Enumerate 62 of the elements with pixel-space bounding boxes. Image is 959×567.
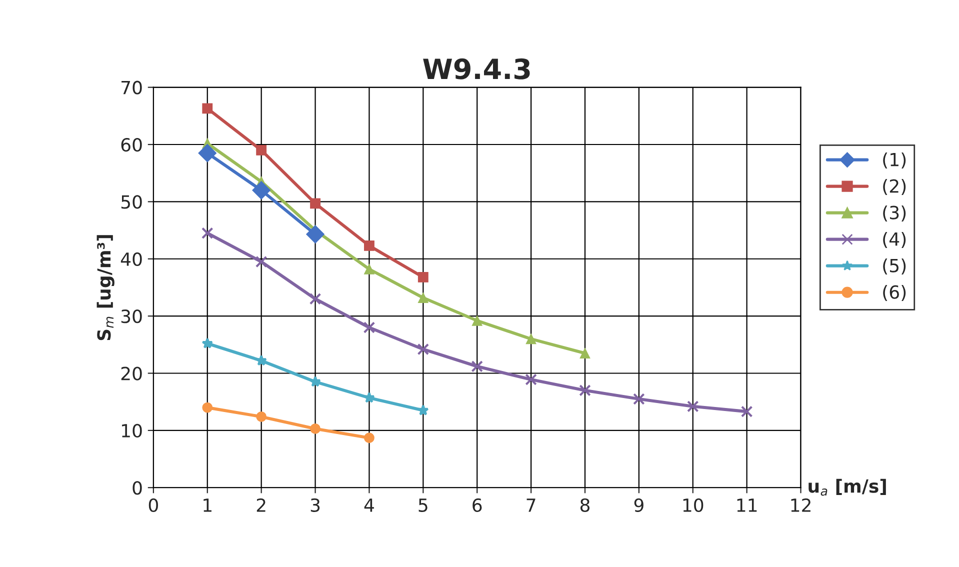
point bbox=[310, 198, 320, 209]
y-tick-label: 30 bbox=[121, 310, 142, 324]
point bbox=[526, 334, 536, 344]
point bbox=[310, 376, 321, 387]
x-tick-label: 8 bbox=[580, 498, 590, 512]
point bbox=[471, 360, 484, 372]
point bbox=[579, 384, 591, 396]
point bbox=[364, 432, 374, 444]
y-axis-title: S$_{m}$ [ug/m³] bbox=[96, 235, 114, 340]
x-tick-label: 11 bbox=[737, 498, 757, 512]
legend-label: (5) bbox=[883, 258, 906, 275]
legend-label: (4) bbox=[883, 232, 906, 248]
point bbox=[306, 225, 324, 244]
point bbox=[256, 145, 267, 156]
x-tick-label: 9 bbox=[634, 498, 644, 512]
legend-label: (1) bbox=[883, 152, 906, 169]
x-axis-title: u$_{a}$ [m/s] bbox=[808, 478, 886, 496]
x-tick-label: 0 bbox=[148, 498, 158, 512]
x-tick-label: 1 bbox=[204, 498, 212, 512]
point bbox=[363, 322, 376, 334]
y-tick-label: 10 bbox=[122, 424, 142, 438]
point bbox=[472, 315, 482, 326]
point bbox=[364, 392, 375, 403]
point bbox=[309, 293, 322, 305]
point bbox=[202, 402, 213, 413]
point bbox=[252, 181, 271, 200]
point bbox=[255, 256, 268, 268]
legend-label: (2) bbox=[883, 178, 906, 196]
y-tick-label: 60 bbox=[121, 138, 142, 152]
point bbox=[417, 404, 429, 416]
x-tick-label: 5 bbox=[418, 498, 428, 512]
chart-title: W9.4.3 bbox=[423, 58, 530, 80]
point bbox=[202, 338, 214, 348]
x-tick-label: 10 bbox=[683, 498, 704, 512]
point bbox=[580, 348, 590, 358]
point bbox=[364, 240, 374, 251]
point bbox=[686, 400, 699, 412]
y-tick-label: 70 bbox=[122, 80, 142, 94]
point bbox=[417, 343, 430, 356]
point bbox=[633, 393, 645, 405]
y-tick-label: 40 bbox=[120, 252, 142, 266]
y-tick-label: 0 bbox=[132, 481, 142, 495]
x-tick-label: 4 bbox=[364, 498, 374, 512]
point bbox=[198, 144, 217, 162]
x-tick-label: 6 bbox=[472, 498, 482, 512]
legend-label: (3) bbox=[883, 205, 906, 222]
x-tick-label: 2 bbox=[256, 498, 266, 512]
x-tick-label: 12 bbox=[791, 498, 810, 512]
legend-label: (6) bbox=[883, 284, 906, 302]
point bbox=[201, 227, 214, 240]
y-tick-label: 20 bbox=[121, 366, 142, 380]
point bbox=[418, 292, 428, 303]
point bbox=[525, 374, 537, 386]
y-tick-label: 50 bbox=[121, 195, 142, 209]
point bbox=[740, 406, 753, 418]
point bbox=[418, 272, 428, 282]
point bbox=[256, 412, 267, 422]
point bbox=[202, 103, 213, 114]
point bbox=[310, 424, 320, 434]
x-tick-label: 3 bbox=[310, 498, 320, 512]
x-tick-label: 7 bbox=[526, 498, 536, 512]
point bbox=[364, 264, 374, 274]
